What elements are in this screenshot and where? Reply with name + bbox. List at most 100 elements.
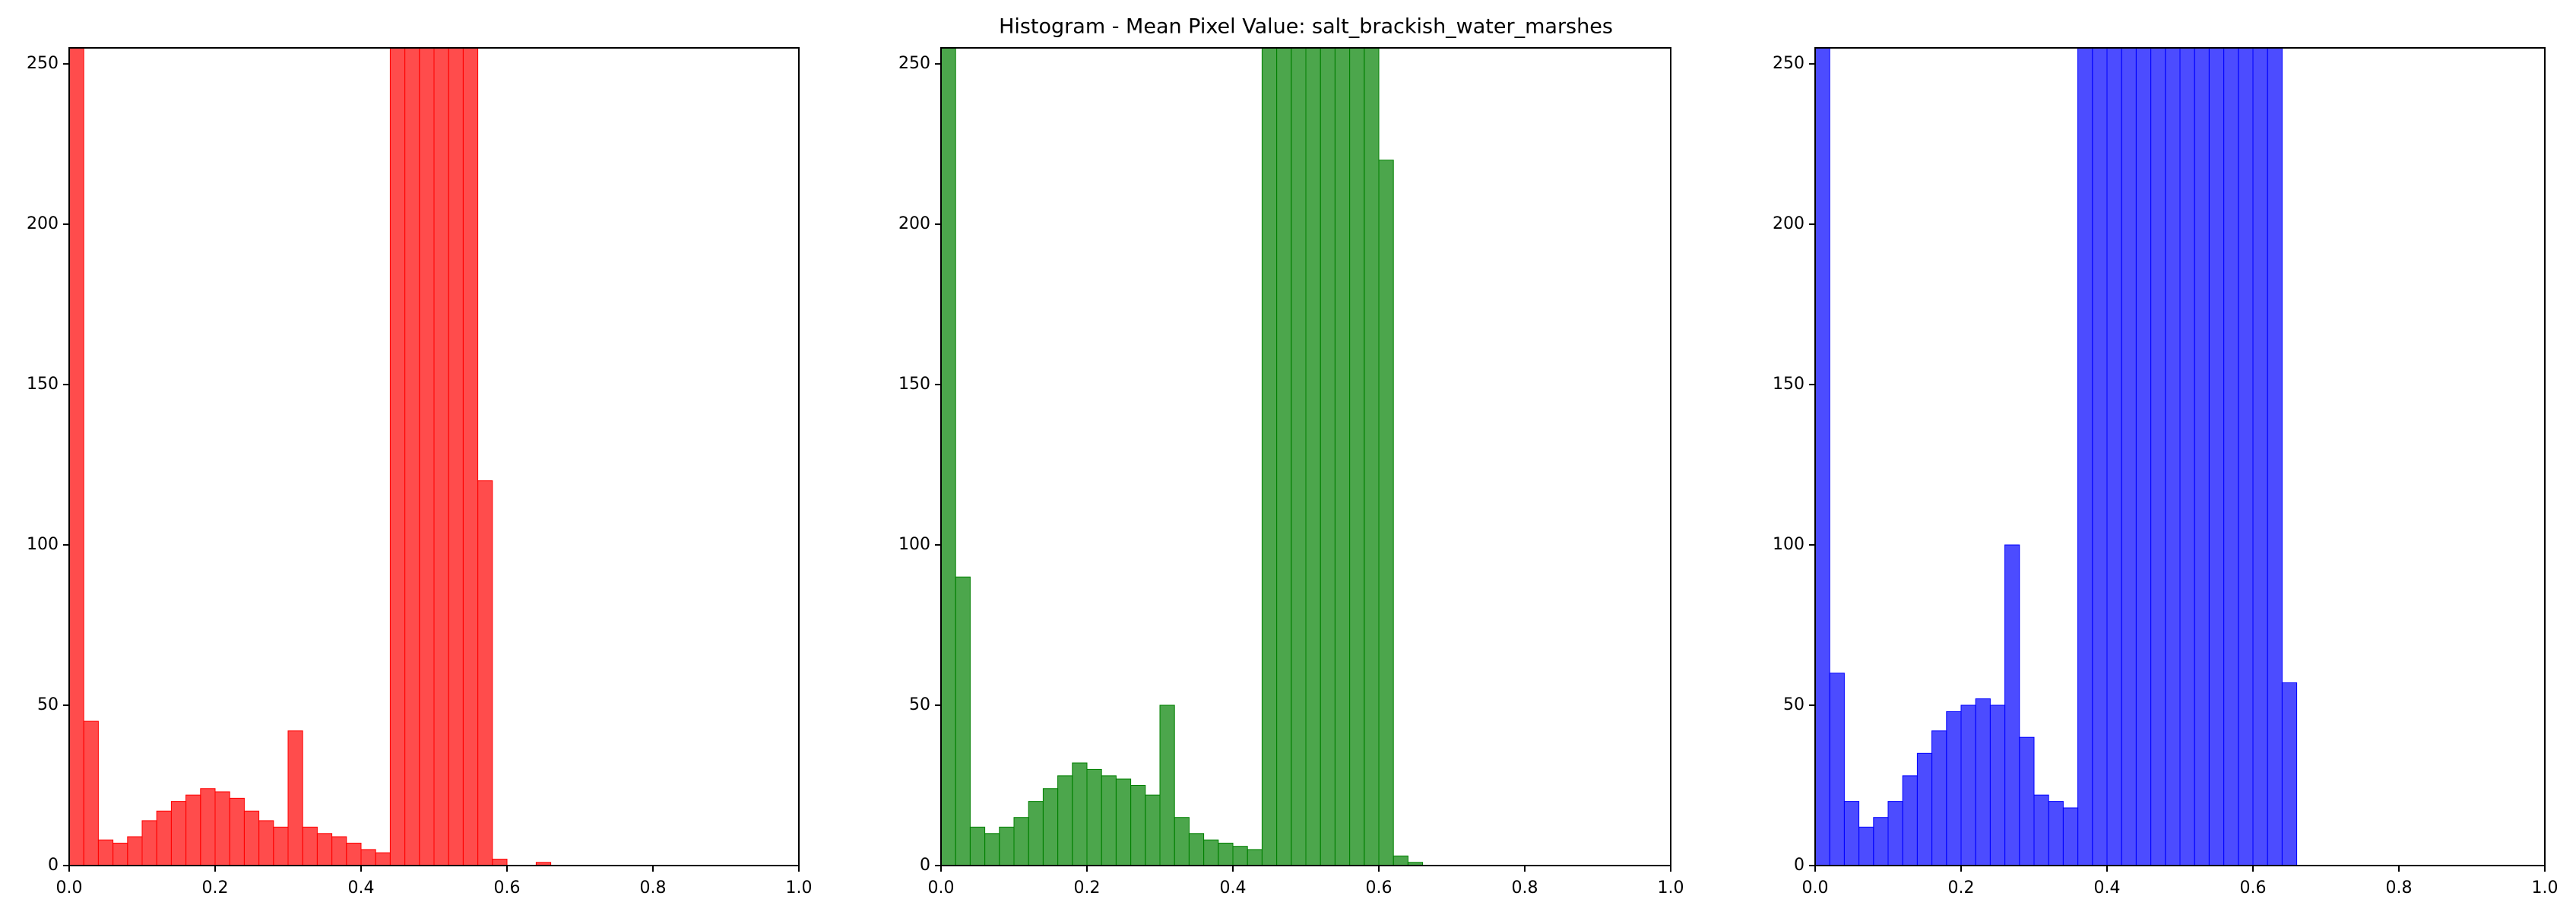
axes-frame <box>68 47 800 866</box>
histogram-bar <box>2048 801 2064 866</box>
histogram-bar <box>1378 160 1394 866</box>
x-tick-label: 0.4 <box>2094 878 2121 897</box>
histogram-bar <box>1334 48 1351 866</box>
x-tick-label: 0.8 <box>1512 878 1538 897</box>
histogram-bar <box>477 480 493 866</box>
histogram-bar <box>1101 775 1117 866</box>
histogram-bar <box>535 862 552 866</box>
y-tick-label: 0 <box>48 856 59 875</box>
x-tick-label: 0.2 <box>1074 878 1101 897</box>
histogram-bar <box>331 836 347 866</box>
histogram-bar <box>419 48 435 866</box>
histogram-bar <box>1013 817 1029 866</box>
histogram-bar <box>1305 48 1321 866</box>
chart-title: Histogram - Mean Pixel Value: salt_brack… <box>999 15 1613 39</box>
histogram-bar <box>112 842 128 866</box>
histogram-bar <box>2223 48 2239 866</box>
y-tick-label: 200 <box>1773 214 1804 233</box>
histogram-bar <box>433 48 449 866</box>
histogram-bar <box>1072 762 1088 866</box>
histogram-bar <box>185 794 201 866</box>
x-tick-label: 0.6 <box>2240 878 2267 897</box>
y-tick-label: 200 <box>27 214 59 233</box>
x-tick-label: 0.0 <box>1802 878 1829 897</box>
plot-area <box>941 48 1424 866</box>
y-tick-label: 50 <box>909 695 930 714</box>
histogram-bar <box>273 826 289 866</box>
x-tick-label: 0.6 <box>494 878 521 897</box>
histogram-bar <box>448 48 464 866</box>
histogram-bar <box>2208 48 2225 866</box>
histogram-bar <box>2238 48 2254 866</box>
y-tick-label: 250 <box>1773 54 1804 73</box>
histogram-bar <box>2252 48 2268 866</box>
histogram-bar <box>1989 704 2006 866</box>
histogram-bar <box>1042 788 1059 866</box>
y-tick-label: 50 <box>37 695 59 714</box>
histogram-bar <box>2135 48 2152 866</box>
histogram-bar <box>462 48 479 866</box>
y-tick-label: 100 <box>898 535 930 554</box>
histogram-bar <box>1159 704 1175 866</box>
histogram-bar <box>2004 544 2020 866</box>
histogram-bar <box>969 826 986 866</box>
histogram-bar <box>2281 682 2298 866</box>
histogram-bar <box>1130 785 1146 866</box>
x-tick-label: 0.2 <box>1948 878 1975 897</box>
histogram-bar <box>360 849 376 866</box>
histogram-bar <box>346 842 362 866</box>
histogram-bar <box>1203 839 1219 866</box>
x-tick-label: 1.0 <box>786 878 813 897</box>
histogram-bar <box>1218 842 1234 866</box>
histogram-bar <box>2077 48 2093 866</box>
histogram-bar <box>1364 48 1380 866</box>
histogram-bar <box>1276 48 1292 866</box>
histogram-bar <box>1291 48 1307 866</box>
histogram-bar <box>1829 673 1845 866</box>
histogram-bar <box>1232 846 1248 866</box>
histogram-bar <box>2062 807 2079 866</box>
x-tick-label: 0.4 <box>348 878 375 897</box>
histogram-bar <box>955 576 971 866</box>
histogram-bar <box>1086 768 1102 866</box>
x-tick-label: 0.0 <box>56 878 83 897</box>
histogram-bar <box>375 852 391 866</box>
histogram-bar <box>1188 833 1205 866</box>
histogram-bar <box>1916 752 1933 866</box>
histogram-bar <box>1975 698 1991 866</box>
y-tick-label: 250 <box>27 54 59 73</box>
histogram-bar <box>1247 849 1263 866</box>
histogram-bar <box>2165 48 2181 866</box>
histogram-bar <box>2121 48 2137 866</box>
histogram-bar <box>2106 48 2122 866</box>
histogram-bar <box>69 48 84 866</box>
histogram-bar <box>287 730 303 866</box>
histogram-bar <box>1145 794 1161 866</box>
y-tick-label: 0 <box>920 856 930 875</box>
y-tick-label: 150 <box>27 375 59 394</box>
histogram-bar <box>1028 801 1044 866</box>
x-tick-label: 0.2 <box>202 878 229 897</box>
histogram-bar <box>389 48 406 866</box>
histogram-bar <box>1873 817 1889 866</box>
histogram-bar <box>2019 736 2035 866</box>
histogram-bar <box>1115 778 1132 866</box>
histogram-bar <box>1349 48 1365 866</box>
x-tick-label: 1.0 <box>1658 878 1684 897</box>
histogram-bar <box>97 839 114 866</box>
histogram-bar <box>141 820 157 866</box>
histogram-bar <box>1960 704 1976 866</box>
histogram-bar <box>1815 48 1830 866</box>
histogram-bar <box>1174 817 1190 866</box>
histogram-bar <box>1320 48 1336 866</box>
histogram-bar <box>214 791 230 866</box>
x-tick-label: 0.8 <box>2386 878 2413 897</box>
x-tick-label: 0.0 <box>928 878 955 897</box>
y-tick-label: 200 <box>898 214 930 233</box>
y-tick-label: 100 <box>1773 535 1804 554</box>
histogram-bar <box>170 801 187 866</box>
histogram-bar <box>2150 48 2166 866</box>
histogram-bar <box>2092 48 2108 866</box>
x-tick-label: 0.4 <box>1220 878 1247 897</box>
histogram-bar <box>2267 48 2283 866</box>
